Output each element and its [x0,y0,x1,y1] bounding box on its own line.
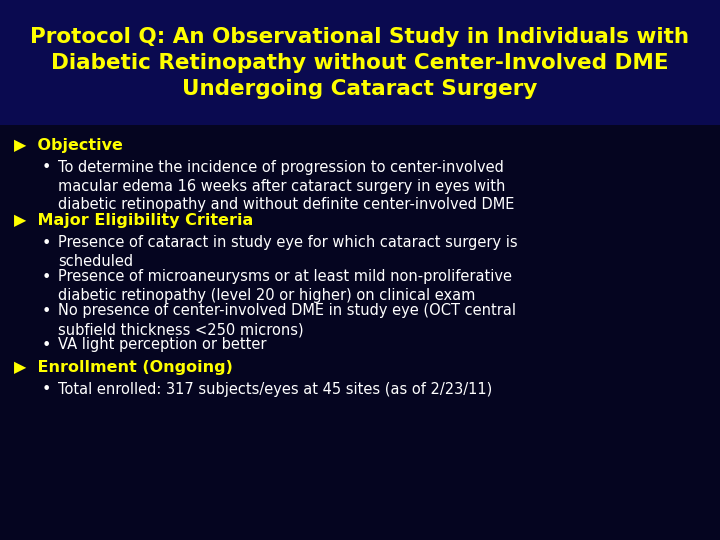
Text: •: • [42,269,51,285]
Text: •: • [42,160,51,175]
Text: •: • [42,382,51,397]
Text: No presence of center-involved DME in study eye (OCT central
subfield thickness : No presence of center-involved DME in st… [58,303,516,337]
Text: Presence of cataract in study eye for which cataract surgery is
scheduled: Presence of cataract in study eye for wh… [58,235,518,269]
Text: •: • [42,235,51,251]
Text: VA light perception or better: VA light perception or better [58,338,266,353]
Text: •: • [42,338,51,353]
Text: Total enrolled: 317 subjects/eyes at 45 sites (as of 2/23/11): Total enrolled: 317 subjects/eyes at 45 … [58,382,492,397]
Text: •: • [42,303,51,319]
Text: To determine the incidence of progression to center-involved
macular edema 16 we: To determine the incidence of progressio… [58,160,514,212]
Text: Presence of microaneurysms or at least mild non-proliferative
diabetic retinopat: Presence of microaneurysms or at least m… [58,269,512,303]
Bar [0,0,720,125]
Text: ▶  Objective: ▶ Objective [14,138,123,153]
Text: ▶  Enrollment (Ongoing): ▶ Enrollment (Ongoing) [14,360,233,375]
Text: ▶  Major Eligibility Criteria: ▶ Major Eligibility Criteria [14,213,253,228]
Text: Protocol Q: An Observational Study in Individuals with
Diabetic Retinopathy with: Protocol Q: An Observational Study in In… [30,28,690,99]
